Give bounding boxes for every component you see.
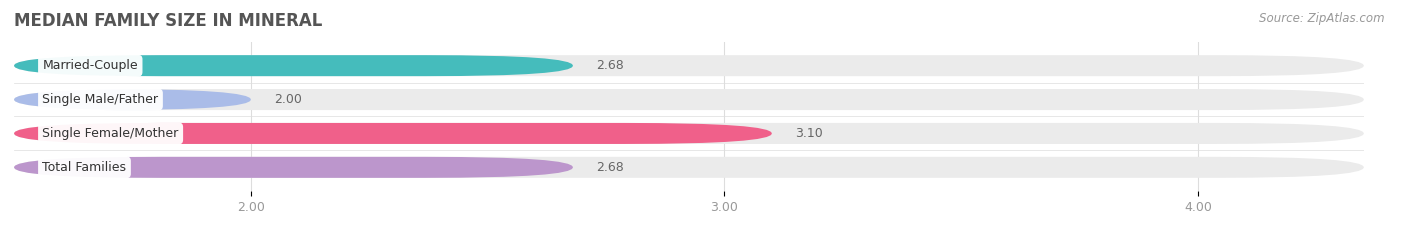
Text: 2.68: 2.68 bbox=[596, 161, 624, 174]
FancyBboxPatch shape bbox=[14, 123, 1364, 144]
Text: 3.10: 3.10 bbox=[796, 127, 824, 140]
FancyBboxPatch shape bbox=[14, 55, 572, 76]
Text: Married-Couple: Married-Couple bbox=[42, 59, 138, 72]
FancyBboxPatch shape bbox=[14, 123, 772, 144]
Text: Single Male/Father: Single Male/Father bbox=[42, 93, 159, 106]
FancyBboxPatch shape bbox=[14, 55, 1364, 76]
FancyBboxPatch shape bbox=[14, 157, 572, 178]
FancyBboxPatch shape bbox=[14, 89, 1364, 110]
FancyBboxPatch shape bbox=[14, 89, 250, 110]
Text: 2.00: 2.00 bbox=[274, 93, 302, 106]
Text: Single Female/Mother: Single Female/Mother bbox=[42, 127, 179, 140]
Text: MEDIAN FAMILY SIZE IN MINERAL: MEDIAN FAMILY SIZE IN MINERAL bbox=[14, 12, 322, 30]
Text: Total Families: Total Families bbox=[42, 161, 127, 174]
FancyBboxPatch shape bbox=[14, 157, 1364, 178]
Text: 2.68: 2.68 bbox=[596, 59, 624, 72]
Text: Source: ZipAtlas.com: Source: ZipAtlas.com bbox=[1260, 12, 1385, 25]
